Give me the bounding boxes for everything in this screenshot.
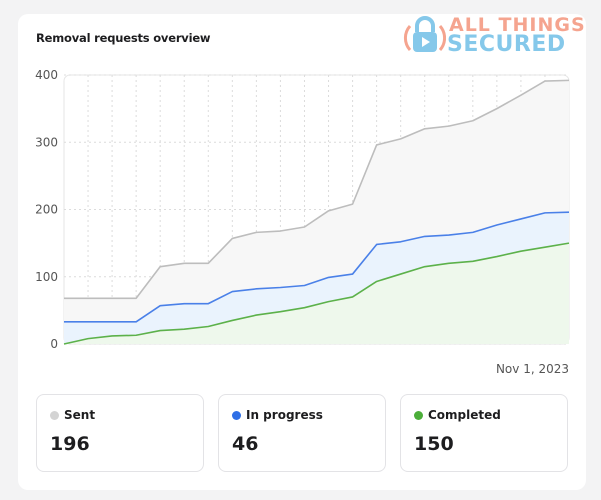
- in-progress-dot-icon: [232, 411, 241, 420]
- stat-value: 196: [50, 433, 90, 455]
- y-tick-label: 300: [35, 135, 58, 149]
- stat-value: 150: [414, 433, 454, 455]
- stat-card-in-progress: In progress 46: [218, 394, 386, 472]
- lock-icon: [403, 16, 447, 52]
- y-tick-label: 400: [35, 68, 58, 82]
- stat-card-sent: Sent 196: [36, 394, 204, 472]
- line-in-progress: [64, 211, 570, 323]
- stat-label: Sent: [64, 408, 96, 422]
- logo-line2: SECURED: [447, 32, 566, 57]
- x-axis-end-label: Nov 1, 2023: [495, 362, 569, 376]
- stat-value: 46: [232, 433, 259, 455]
- area-completed: [64, 243, 569, 344]
- stat-label: In progress: [246, 408, 323, 422]
- stat-card-completed: Completed 150: [400, 394, 568, 472]
- chart-title: Removal requests overview: [36, 31, 211, 45]
- line-completed: [63, 242, 570, 345]
- y-tick-label: 0: [50, 337, 58, 351]
- sent-dot-icon: [50, 411, 59, 420]
- stat-label: Completed: [428, 408, 501, 422]
- y-tick-label: 200: [35, 203, 58, 217]
- logo: ALL THINGS SECURED: [402, 14, 587, 57]
- completed-dot-icon: [414, 411, 423, 420]
- y-tick-label: 100: [35, 270, 58, 284]
- logo-line1: ALL THINGS: [449, 14, 586, 36]
- line-sent: [64, 79, 570, 300]
